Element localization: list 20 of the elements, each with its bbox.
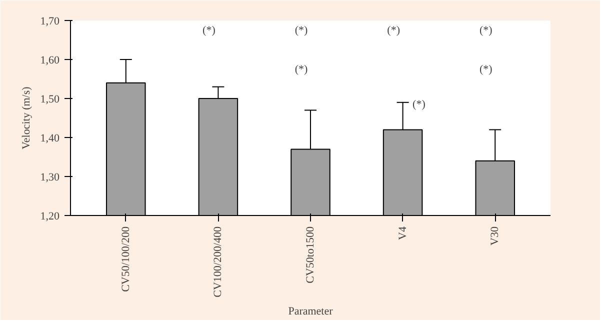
annotation: (*): [294, 24, 308, 36]
annotation: (*): [479, 63, 493, 76]
annotation: (*): [202, 24, 216, 36]
y-tick-label: 1,30: [40, 172, 60, 184]
x-axis-title: Parameter: [288, 305, 334, 318]
y-tick-label: 1,50: [40, 94, 60, 106]
annotation: (*): [412, 98, 426, 110]
annotation: (*): [387, 24, 400, 36]
x-tick-label: CV100/200/400: [212, 226, 224, 298]
x-tick-label: V4: [396, 226, 409, 240]
y-axis-title: Velocity (m/s): [20, 86, 32, 150]
y-tick-label: 1,40: [40, 132, 60, 144]
y-tick-label: 1,20: [40, 210, 60, 222]
annotation: (*): [294, 63, 308, 76]
x-tick-label: CV50/100/200: [120, 226, 132, 292]
x-tick-label: V30: [489, 226, 502, 246]
y-tick-label: 1,60: [40, 54, 60, 66]
x-tick-label: CV50to1500: [304, 226, 316, 284]
annotation: (*): [479, 24, 493, 36]
y-tick-label: 1,70: [40, 16, 60, 28]
